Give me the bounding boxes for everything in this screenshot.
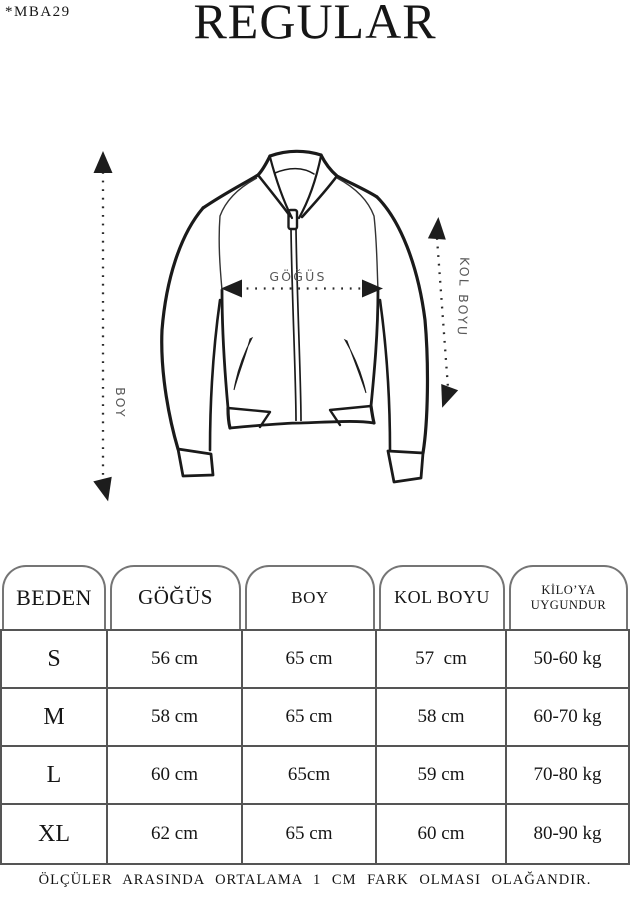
column-header-gogus: GÖĞÜS <box>110 565 241 629</box>
chest-cell: 58 cm <box>108 689 243 745</box>
length-cell: 65 cm <box>243 631 377 687</box>
size-cell: L <box>0 747 108 803</box>
sleeve-cell: 58 cm <box>377 689 507 745</box>
length-cell: 65cm <box>243 747 377 803</box>
sleeve-measure-label: KOL BOYU <box>455 257 473 338</box>
table-row-m: M 58 cm 65 cm 58 cm 60-70 kg <box>0 689 630 747</box>
chest-cell: 60 cm <box>108 747 243 803</box>
size-cell: S <box>0 631 108 687</box>
weight-cell: 80-90 kg <box>507 805 630 863</box>
jacket-measurement-diagram: GÖĞÜS BOY KOL BOYU <box>93 149 473 502</box>
length-measure-label: BOY <box>113 387 128 419</box>
size-table-header-row: BEDEN GÖĞÜS BOY KOL BOYU KİLO’YA UYGUNDU… <box>0 565 630 629</box>
size-cell: XL <box>0 805 108 863</box>
length-cell: 65 cm <box>243 689 377 745</box>
product-code: *MBA29 <box>5 4 71 20</box>
arrow-head-right-icon <box>362 279 383 298</box>
length-cell: 65 cm <box>243 805 377 863</box>
weight-cell: 50-60 kg <box>507 631 630 687</box>
length-arrow <box>93 151 113 502</box>
table-row-s: S 56 cm 65 cm 57 cm 50-60 kg <box>0 631 630 689</box>
size-table: BEDEN GÖĞÜS BOY KOL BOYU KİLO’YA UYGUNDU… <box>0 565 630 865</box>
sleeve-cell: 60 cm <box>377 805 507 863</box>
pockets <box>233 336 367 394</box>
sleeve-cell: 57 cm <box>377 631 507 687</box>
arrow-head-up-icon <box>93 151 113 173</box>
table-row-xl: XL 62 cm 65 cm 60 cm 80-90 kg <box>0 805 630 863</box>
weight-cell: 60-70 kg <box>507 689 630 745</box>
table-row-l: L 60 cm 65cm 59 cm 70-80 kg <box>0 747 630 805</box>
size-cell: M <box>0 689 108 745</box>
arrow-head-down-icon <box>441 384 459 408</box>
column-header-kilo: KİLO’YA UYGUNDUR <box>509 565 628 629</box>
fit-title: REGULAR <box>193 0 437 49</box>
chest-arrow <box>221 279 383 298</box>
chest-cell: 56 cm <box>108 631 243 687</box>
chest-cell: 62 cm <box>108 805 243 863</box>
chest-measure-label: GÖĞÜS <box>269 268 326 284</box>
size-table-body: S 56 cm 65 cm 57 cm 50-60 kg M 58 cm 65 … <box>0 629 630 865</box>
column-header-beden: BEDEN <box>2 565 106 629</box>
sleeve-arrow <box>427 217 459 408</box>
sleeve-cell: 59 cm <box>377 747 507 803</box>
jacket-outline <box>160 149 430 484</box>
column-header-kol-boyu: KOL BOYU <box>379 565 505 629</box>
column-header-boy: BOY <box>245 565 375 629</box>
arrow-head-left-icon <box>221 279 242 298</box>
tolerance-note: ÖLÇÜLER ARASINDA ORTALAMA 1 CM FARK OLMA… <box>38 872 592 888</box>
zipper <box>287 208 302 422</box>
arrow-head-up-icon <box>427 217 446 240</box>
arrow-head-down-icon <box>93 476 112 502</box>
jacket-seams <box>218 177 379 291</box>
sleeve-arrow-line <box>435 237 450 389</box>
weight-cell: 70-80 kg <box>507 747 630 803</box>
